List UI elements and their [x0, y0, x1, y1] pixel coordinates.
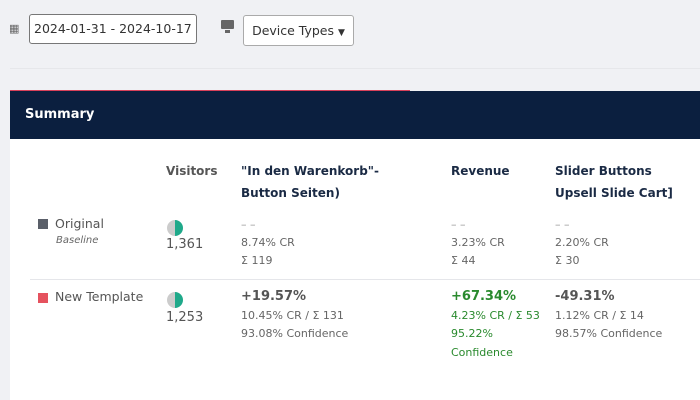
confidence: 95.22% — [451, 327, 493, 340]
traffic-pie-icon — [167, 220, 183, 236]
delta: +19.57% — [241, 289, 307, 304]
col-goal1: "In den Warenkorb"-Button Seiten) — [241, 164, 380, 200]
cr: 4.23% CR / Σ 53 — [451, 309, 540, 322]
card-title: Summary — [10, 91, 700, 139]
visitors-count: 1,253 — [166, 310, 204, 325]
cr: 2.20% CR — [555, 236, 609, 249]
delta: -49.31% — [555, 289, 615, 304]
visitors-count: 1,361 — [166, 237, 204, 252]
traffic-pie-icon — [167, 292, 183, 308]
desktop-stand-icon — [225, 30, 230, 33]
variant-name: Original — [55, 216, 104, 231]
caret-down-icon: ▼ — [338, 28, 345, 38]
delta: – – — [451, 218, 466, 231]
row-divider — [30, 279, 700, 280]
confidence: 93.08% Confidence — [241, 327, 349, 340]
variant-sub: Baseline — [56, 235, 99, 246]
summary-card — [10, 91, 700, 400]
divider — [10, 68, 700, 69]
sum: Σ 30 — [555, 254, 580, 267]
confidence-label: Confidence — [451, 346, 513, 359]
variant-name: New Template — [55, 289, 144, 304]
col-visitors: Visitors — [166, 164, 218, 178]
calendar-icon: ▦ — [9, 22, 20, 35]
col-revenue: Revenue — [451, 164, 510, 178]
variant-color-swatch — [38, 219, 48, 229]
variant-color-swatch — [38, 293, 48, 303]
device-types-dropdown[interactable]: Device Types ▼ — [243, 15, 354, 46]
sum: Σ 119 — [241, 254, 273, 267]
cr: 8.74% CR — [241, 236, 295, 249]
cr: 10.45% CR / Σ 131 — [241, 309, 344, 322]
delta: – – — [241, 218, 256, 231]
desktop-icon — [221, 20, 234, 29]
cr: 3.23% CR — [451, 236, 505, 249]
col-goal3: Slider Buttons Upsell Slide Cart] — [555, 164, 673, 200]
device-types-label: Device Types — [252, 23, 335, 38]
delta: +67.34% — [451, 289, 517, 304]
confidence: 98.57% Confidence — [555, 327, 663, 340]
date-range-input[interactable]: 2024-01-31 - 2024-10-17 — [29, 14, 197, 44]
cr: 1.12% CR / Σ 14 — [555, 309, 644, 322]
delta: – – — [555, 218, 570, 231]
sum: Σ 44 — [451, 254, 476, 267]
